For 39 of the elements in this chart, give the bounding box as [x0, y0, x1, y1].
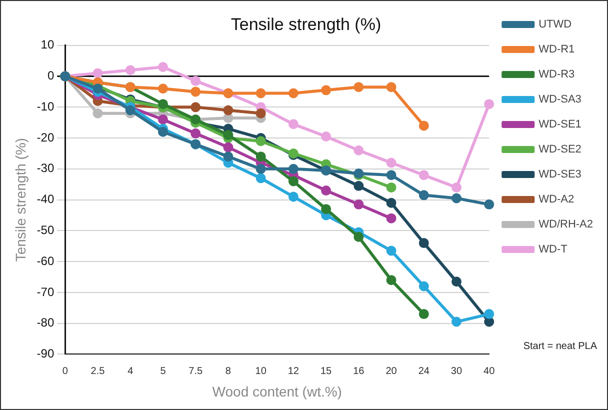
y-axis-title: Tensile strength (%): [12, 138, 28, 262]
x-tick-label: 5: [160, 366, 166, 377]
x-tick-label: 10: [255, 366, 267, 377]
y-tick-label: -80: [36, 316, 54, 330]
x-tick-label: 0: [62, 366, 68, 377]
y-tick-label: -10: [36, 99, 54, 114]
y-tick-label: -70: [36, 284, 54, 299]
legend-label: WD/RH-A2: [538, 218, 594, 231]
y-tick-label: -90: [36, 346, 54, 361]
y-tick-label: 0: [47, 68, 54, 83]
text: Start = neat PLA: [523, 341, 597, 352]
legend-label: WD-A2: [538, 194, 574, 206]
legend-label: WD-SE2: [538, 144, 582, 156]
y-tick-label: -40: [36, 192, 54, 206]
x-axis-title: Wood content (wt.%): [212, 383, 342, 400]
x-tick-label: 15: [320, 366, 332, 377]
legend-label: WD-SE3: [538, 168, 582, 181]
legend-label: WD-R3: [538, 68, 575, 81]
x-tick-label: 12: [288, 366, 300, 377]
y-tick-label: -20: [36, 130, 54, 144]
legend-label: WD-T: [538, 244, 568, 256]
chart-title: Tensile strength (%): [230, 14, 382, 34]
legend-label: WD-R1: [538, 44, 575, 56]
x-tick-label: 20: [386, 366, 398, 377]
x-tick-label: 16: [353, 366, 365, 377]
y-tick-label: -30: [36, 161, 54, 176]
x-tick-label: 40: [484, 366, 496, 377]
legend-label: WD-SA3: [538, 94, 582, 106]
y-tick-label: 10: [40, 38, 54, 52]
x-tick-label: 24: [418, 366, 430, 377]
x-tick-label: 7.5: [188, 366, 203, 377]
legend-label: UTWD: [538, 18, 572, 31]
y-tick-label: -60: [36, 254, 54, 268]
y-tick-label: -50: [36, 222, 54, 237]
x-tick-label: 8: [225, 366, 232, 377]
x-tick-label: 4: [128, 366, 134, 377]
x-tick-label: 30: [450, 366, 462, 377]
x-tick-label: 2.5: [90, 366, 106, 377]
legend-label: WD-SE1: [538, 118, 582, 131]
